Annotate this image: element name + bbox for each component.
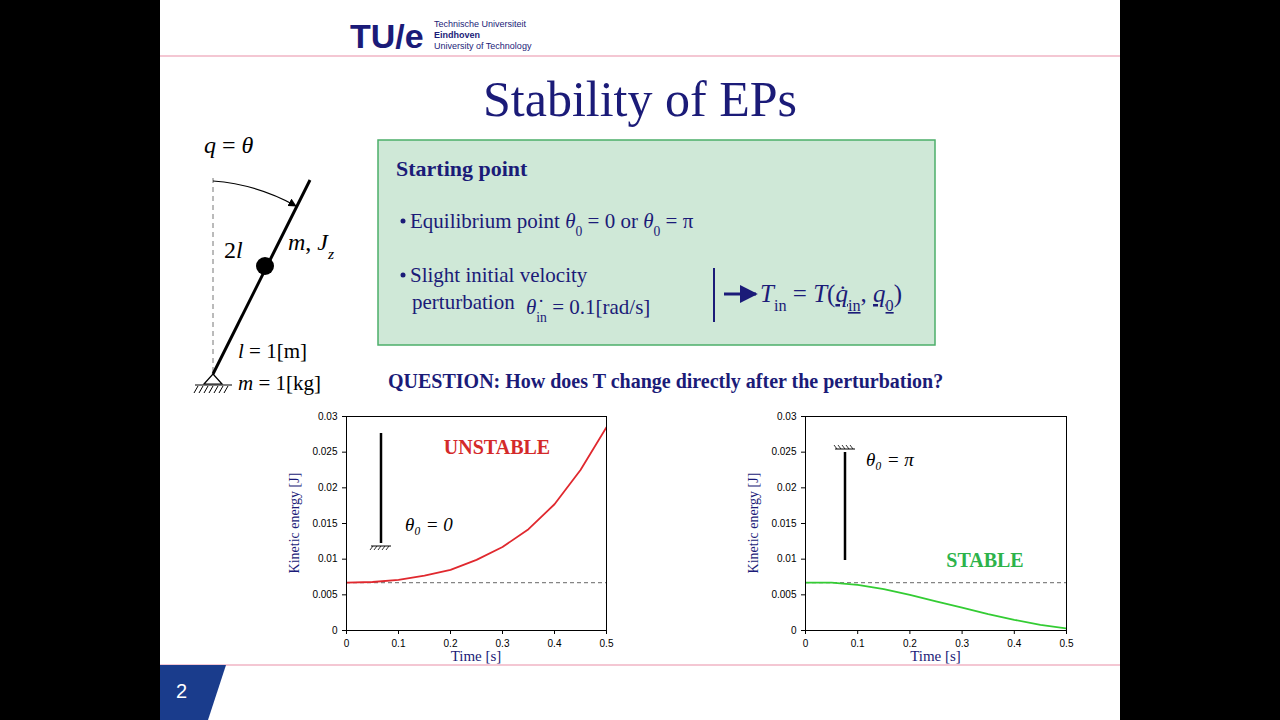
svg-text:0.3: 0.3 — [496, 638, 510, 649]
svg-text:TU/e: TU/e — [350, 17, 424, 55]
svg-text:Eindhoven: Eindhoven — [434, 30, 480, 40]
svg-text:University of Technology: University of Technology — [434, 41, 532, 51]
svg-text:0.005: 0.005 — [771, 589, 796, 600]
svg-text:0.5: 0.5 — [600, 638, 614, 649]
html-text:Time [s]: Time [s] — [450, 648, 502, 664]
svg-text:0.03: 0.03 — [318, 411, 338, 422]
svg-text:0.2: 0.2 — [444, 638, 458, 649]
svg-text:0.025: 0.025 — [312, 446, 337, 457]
svg-text:0.1: 0.1 — [851, 638, 865, 649]
svg-text:Tin = T(q̇in, q0): Tin = T(q̇in, q0) — [760, 280, 902, 315]
svg-text:Starting point: Starting point — [396, 156, 528, 181]
svg-text:0.01: 0.01 — [318, 553, 338, 564]
svg-text:0.2: 0.2 — [903, 638, 917, 649]
svg-text:UNSTABLE: UNSTABLE — [444, 436, 550, 458]
svg-text:0.015: 0.015 — [312, 518, 337, 529]
svg-text:0: 0 — [344, 638, 350, 649]
svg-text:m = 1[kg]: m = 1[kg] — [238, 371, 321, 395]
svg-text:perturbation: perturbation — [412, 290, 515, 314]
svg-text:θ̇in = 0.1[rad/s]: θ̇in = 0.1[rad/s] — [526, 295, 650, 325]
svg-text:Equilibrium point θ0 = 0 or θ0: Equilibrium point θ0 = 0 or θ0 = π — [410, 209, 694, 239]
svg-text:m, Jz: m, Jz — [288, 229, 334, 262]
svg-text:2: 2 — [176, 680, 187, 702]
svg-text:0.01: 0.01 — [777, 553, 797, 564]
svg-text:0.4: 0.4 — [1007, 638, 1021, 649]
svg-text:Stability of EPs: Stability of EPs — [483, 71, 797, 127]
svg-text:0.03: 0.03 — [777, 411, 797, 422]
html-text:Time [s]: Time [s] — [910, 648, 961, 664]
svg-text:l = 1[m]: l = 1[m] — [238, 339, 307, 363]
svg-text:0.4: 0.4 — [548, 638, 562, 649]
svg-text:0: 0 — [803, 638, 809, 649]
svg-text:0.005: 0.005 — [312, 589, 337, 600]
svg-text:0.015: 0.015 — [771, 518, 796, 529]
svg-text:0: 0 — [332, 625, 338, 636]
svg-text:Technische Universiteit: Technische Universiteit — [434, 19, 527, 29]
svg-text:0.02: 0.02 — [318, 482, 338, 493]
svg-text:0.02: 0.02 — [777, 482, 797, 493]
svg-text:Slight initial velocity: Slight initial velocity — [410, 263, 588, 287]
svg-text:Kinetic energy [J]: Kinetic energy [J] — [287, 473, 302, 574]
svg-text:0.3: 0.3 — [955, 638, 969, 649]
svg-text:0: 0 — [791, 625, 797, 636]
svg-text:q = θ: q = θ — [204, 132, 254, 158]
svg-text:0.5: 0.5 — [1060, 638, 1074, 649]
svg-text:θ₀ = 0: θ₀ = 0 — [405, 514, 453, 535]
svg-text:STABLE: STABLE — [946, 549, 1023, 571]
svg-text:0.1: 0.1 — [392, 638, 406, 649]
svg-text:θ₀ = π: θ₀ = π — [866, 449, 914, 470]
svg-text:QUESTION: How does T change di: QUESTION: How does T change directly aft… — [388, 370, 943, 393]
svg-text:Kinetic energy [J]: Kinetic energy [J] — [746, 473, 761, 574]
svg-text:0.025: 0.025 — [771, 446, 796, 457]
svg-text:2l: 2l — [224, 237, 243, 263]
